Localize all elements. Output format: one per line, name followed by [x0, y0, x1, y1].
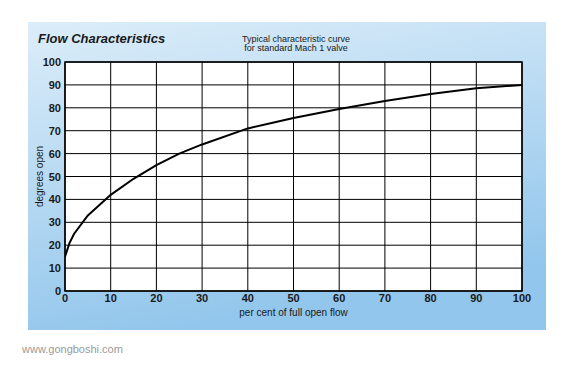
grid [65, 62, 522, 291]
y-tick-label: 40 [49, 193, 61, 205]
y-grid-line [65, 222, 522, 223]
y-tick-label: 60 [49, 148, 61, 160]
y-tick-label: 90 [49, 79, 61, 91]
x-tick-label: 20 [150, 292, 162, 304]
y-grid-line [65, 107, 522, 108]
y-grid-line [65, 176, 522, 177]
title: Flow Characteristics [38, 31, 165, 46]
y-tick-label: 10 [49, 262, 61, 274]
y-grid-line [65, 84, 522, 85]
y-tick-label: 100 [43, 56, 61, 68]
chart: 0 10 20 30 40 50 60 70 80 90 100 0 10 20 30 40 50 60 70 80 9… [0, 0, 584, 369]
plot-frame [65, 62, 522, 291]
x-tick-label: 60 [333, 292, 345, 304]
y-tick-label: 50 [49, 171, 61, 183]
x-tick-label: 10 [105, 292, 117, 304]
watermark: www.gongboshi.com [21, 343, 123, 355]
y-tick-label: 0 [55, 285, 61, 297]
x-tick-label: 100 [513, 292, 531, 304]
x-axis-label: per cent of full open flow [239, 307, 348, 318]
y-grid-line [65, 268, 522, 269]
y-grid-line [65, 130, 522, 131]
x-tick-label: 40 [242, 292, 254, 304]
panel-background [28, 22, 546, 330]
y-axis-label: degrees open [34, 146, 45, 207]
x-tick-label: 90 [470, 292, 482, 304]
y-tick-label: 30 [49, 216, 61, 228]
y-grid-line [65, 245, 522, 246]
x-tick-label: 0 [62, 292, 68, 304]
plot-area [65, 62, 522, 291]
curve [65, 85, 522, 257]
x-tick-label: 50 [287, 292, 299, 304]
y-tick-label: 20 [49, 239, 61, 251]
y-tick-label: 80 [49, 102, 61, 114]
subtitle: for standard Mach 1 valve [244, 43, 348, 53]
x-tick-label: 30 [196, 292, 208, 304]
series-group [65, 85, 522, 257]
y-grid-line [65, 153, 522, 154]
x-tick-label: 70 [379, 292, 391, 304]
x-tick-label: 80 [424, 292, 436, 304]
y-tick-label: 70 [49, 125, 61, 137]
y-grid-line [65, 199, 522, 200]
